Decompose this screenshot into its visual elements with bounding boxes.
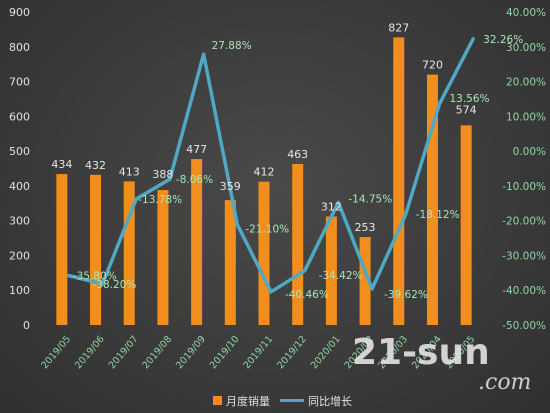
line-data-label: -21.10% [245,223,289,235]
x-axis-tick-label: 2019/07 [107,334,141,371]
bar [224,200,236,325]
bar-data-label: 432 [85,159,106,172]
bar-data-labels: 434 432 413 388 477 359 412 463 312 253 827 720 574 [51,21,476,234]
bar-data-label: 463 [287,148,308,161]
left-axis-tick-label: 300 [9,215,30,228]
line-data-label: 32.26% [483,34,523,46]
watermark-main: 21-sun [352,332,490,373]
bar [292,163,304,325]
left-axis-ticks: 0 100 200 300 400 500 600 700 800 900 [9,6,30,332]
line-data-label: 13.56% [449,93,489,105]
bar-data-label: 312 [321,200,342,213]
x-axis-tick-label: 2019/08 [140,334,174,371]
bar [56,174,68,325]
line-data-labels: -35.80%-38.20% -13.78% -8.06% 27.88% -21.10%… [73,34,523,301]
bar-data-label: 827 [388,21,409,34]
right-axis-tick-label: 20.00% [506,77,546,89]
bar-data-label: 434 [51,158,72,171]
left-axis-tick-label: 200 [9,249,30,262]
left-axis-tick-label: 600 [9,110,30,123]
x-axis-tick-label: 2019/09 [174,334,208,371]
line-series [67,37,475,294]
x-axis-tick-label: 2019/05 [39,334,73,371]
bar [460,125,472,326]
left-axis-tick-label: 100 [9,284,30,297]
legend-bar-swatch [213,396,222,405]
line-path [67,37,475,294]
bar [90,174,102,325]
right-axis-tick-label: 30.00% [506,42,546,54]
left-axis-tick-label: 0 [23,319,30,332]
left-axis-tick-label: 500 [9,145,30,158]
line-data-label: 27.88% [212,40,252,52]
right-axis-tick-label: 0.00% [513,146,546,158]
x-axis-tick-label: 2019/10 [208,334,242,371]
legend-line-label: 同比增长 [308,394,352,408]
right-axis-tick-label: 40.00% [506,7,546,19]
x-axis-tick-label: 2019/12 [275,334,309,371]
legend-bar-label: 月度销量 [226,394,270,408]
watermark: 21-sun .com [352,332,531,395]
right-axis-ticks: -50.00% -40.00% -30.00% -20.00% -10.00% 0.00%… [502,7,546,332]
bar [123,181,135,325]
bar [393,37,405,325]
bar-series [56,37,472,326]
right-axis-tick-label: -20.00% [502,216,546,228]
legend: 月度销量 同比增长 [213,394,352,408]
left-axis-tick-label: 900 [9,6,30,19]
x-axis-tick-label: 2019/06 [73,334,107,371]
bar [191,159,203,325]
x-axis-tick-label: 2020/01 [309,334,343,371]
bar [258,181,270,325]
right-axis-tick-label: -30.00% [502,250,546,262]
bar-data-label: 359 [220,180,241,193]
bar [359,237,371,325]
watermark-sub: .com [478,370,531,395]
left-axis-tick-label: 400 [9,180,30,193]
line-data-label: -39.62% [384,289,428,301]
bar-data-label: 253 [355,221,376,234]
line-data-label: -14.75% [348,193,392,205]
bar-data-label: 412 [254,166,275,179]
right-axis-tick-label: -40.00% [502,285,546,297]
left-axis-tick-label: 800 [9,41,30,54]
line-data-label: -18.12% [416,209,460,221]
right-axis-tick-label: 10.00% [506,111,546,123]
line-data-label: -38.20% [93,279,137,291]
left-axis-tick-label: 700 [9,76,30,89]
bar-data-label: 413 [119,165,140,178]
bar-data-label: 574 [456,103,477,116]
bar-data-label: 720 [422,59,443,72]
line-data-label: -35.80% [73,271,117,283]
line-data-label: -8.06% [176,174,213,186]
right-axis-tick-label: -10.00% [502,181,546,193]
bar [157,190,169,325]
line-data-label: -13.78% [138,194,182,206]
x-axis-tick-label: 2019/11 [242,334,276,371]
right-axis-tick-label: -50.00% [502,320,546,332]
line-data-label: -34.42% [319,270,363,282]
bar-data-label: 477 [186,143,207,156]
bar [325,216,337,325]
bar [426,74,438,325]
bar-data-label: 388 [152,168,173,181]
line-data-label: -40.46% [285,289,329,301]
